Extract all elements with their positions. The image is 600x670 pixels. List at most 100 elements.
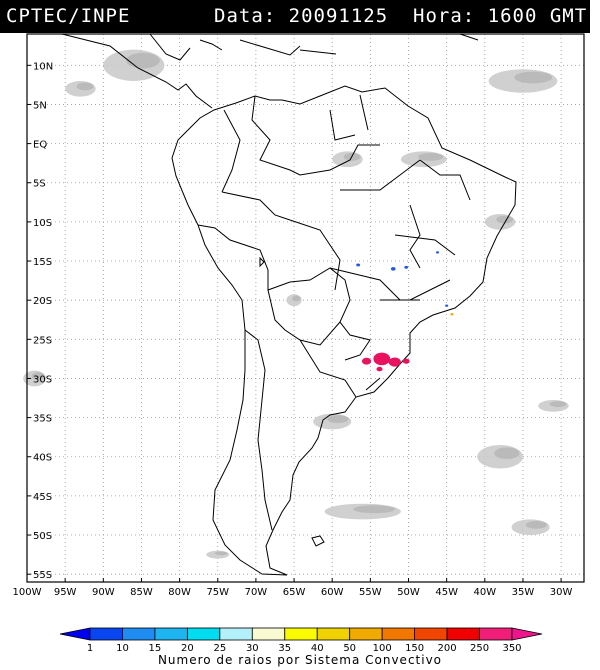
falklands — [311, 535, 325, 547]
colorbar-segment — [122, 627, 156, 641]
cloud-core — [514, 71, 553, 84]
lat-tick-label: 10N — [33, 61, 53, 72]
colorbar-tick-label: 50 — [343, 643, 356, 654]
lat-tick-label: 50S — [33, 531, 52, 542]
lightning-cluster — [445, 304, 449, 307]
colorbar-tick-label: 1 — [87, 643, 93, 654]
lake-titicaca — [259, 256, 265, 268]
lon-tick-label: 30W — [550, 587, 573, 598]
colorbar-segment — [284, 627, 318, 641]
colorbar-tick-label: 35 — [278, 643, 291, 654]
cloud-core — [214, 551, 228, 556]
cloud-core — [31, 372, 45, 381]
lightning-cluster — [404, 265, 409, 269]
lat-tick-label: 40S — [33, 453, 52, 464]
brazil-states — [340, 159, 471, 301]
colorbar-tick-label: 250 — [470, 643, 489, 654]
colorbar-tick-label: 25 — [213, 643, 226, 654]
lightning-cluster — [435, 251, 440, 254]
colorbar-segment — [219, 627, 253, 641]
cloud-core — [292, 295, 301, 302]
colorbar-segment — [446, 627, 480, 641]
caribbean-coastline — [199, 33, 479, 56]
cloud-core — [418, 152, 444, 161]
lightning-cluster — [450, 313, 454, 316]
lat-tick-label: 10S — [33, 218, 52, 229]
cloud-core — [126, 52, 160, 69]
lon-tick-label: 45W — [435, 587, 458, 598]
lon-tick-label: 40W — [473, 587, 496, 598]
lon-tick-label: 35W — [512, 587, 535, 598]
cloud-core — [76, 82, 94, 91]
lat-tick-label: 55S — [33, 570, 52, 581]
lon-tick-label: 50W — [397, 587, 420, 598]
source-label: CPTEC/INPE — [6, 5, 131, 27]
axis-ticks: 10N 5N EQ 5S 10S 15S 20S 25S 30S 35S 40S 45S 50S 55S 1… — [13, 61, 573, 598]
cloud-core — [353, 505, 396, 514]
colorbar-segment — [251, 627, 286, 641]
colorbar-tick-label: 200 — [438, 643, 457, 654]
lat-tick-label: 20S — [33, 296, 52, 307]
lon-tick-label: 85W — [130, 587, 153, 598]
cloud-core — [327, 415, 349, 424]
colorbar-tick-label: 10 — [116, 643, 129, 654]
lon-tick-label: 100W — [13, 587, 42, 598]
lightning-clusters — [356, 251, 454, 372]
colorbar-left-arrow — [59, 627, 91, 641]
colorbar-segment — [89, 627, 123, 641]
lightning-cluster — [388, 357, 401, 367]
lon-tick-label: 95W — [54, 587, 77, 598]
lightning-cluster — [361, 357, 372, 365]
colorbar-tick-label: 350 — [502, 643, 521, 654]
map-frame — [26, 33, 585, 583]
colorbar-right-arrow — [511, 627, 543, 641]
lon-tick-label: 60W — [321, 587, 344, 598]
colorbar-segment — [349, 627, 383, 641]
datetime-label: Data: 20091125 Hora: 1600 GMT — [214, 5, 588, 27]
lat-tick-label: 35S — [33, 414, 52, 425]
colorbar-tick-label: 20 — [181, 643, 194, 654]
lightning-cluster — [390, 267, 396, 271]
cloud-core — [549, 401, 567, 408]
country-borders — [197, 94, 420, 531]
colorbar-tick-label: 40 — [311, 643, 324, 654]
colorbar-segment — [154, 627, 188, 641]
colorbar: 1 10 15 20 25 30 35 40 50 100 150 200 250 350 — [59, 627, 543, 654]
title-bar: CPTEC/INPE Data: 20091125 Hora: 1600 GMT — [0, 0, 590, 33]
colorbar-tick-label: 15 — [149, 643, 162, 654]
colorbar-segment — [186, 627, 221, 641]
colorbar-label: Numero de raios por Sistema Convectivo — [157, 653, 443, 667]
lat-tick-label: 5S — [33, 179, 46, 190]
lon-tick-label: 90W — [92, 587, 115, 598]
lon-tick-label: 55W — [359, 587, 382, 598]
coastlines-and-borders — [61, 33, 517, 576]
lightning-cluster — [356, 263, 361, 267]
colorbar-tick-label: 100 — [373, 643, 392, 654]
cloud-core — [525, 520, 547, 529]
lightning-cluster — [373, 352, 391, 366]
lightning-cluster — [402, 358, 410, 364]
colorbar-segment — [381, 627, 416, 641]
lat-tick-label: EQ — [33, 140, 47, 151]
grid-lines — [26, 34, 584, 582]
cloud-core — [496, 215, 514, 224]
map-background — [27, 34, 584, 582]
cloud-core — [494, 447, 520, 460]
lon-tick-label: 75W — [206, 587, 229, 598]
lon-tick-label: 80W — [168, 587, 191, 598]
lat-tick-label: 15S — [33, 257, 52, 268]
lon-tick-label: 65W — [283, 587, 306, 598]
lightning-cluster — [376, 366, 383, 372]
lat-tick-label: 5N — [33, 100, 47, 111]
colorbar-segment — [414, 627, 448, 641]
colorbar-segment — [479, 627, 513, 641]
colorbar-tick-label: 30 — [246, 643, 259, 654]
central-america-coastline — [61, 33, 213, 109]
lat-tick-label: 45S — [33, 492, 52, 503]
cloud-cover — [23, 49, 569, 559]
colorbar-segment — [316, 627, 351, 641]
colorbar-tick-label: 150 — [405, 643, 424, 654]
south-america-coastline — [171, 85, 517, 576]
lon-tick-label: 70W — [245, 587, 268, 598]
